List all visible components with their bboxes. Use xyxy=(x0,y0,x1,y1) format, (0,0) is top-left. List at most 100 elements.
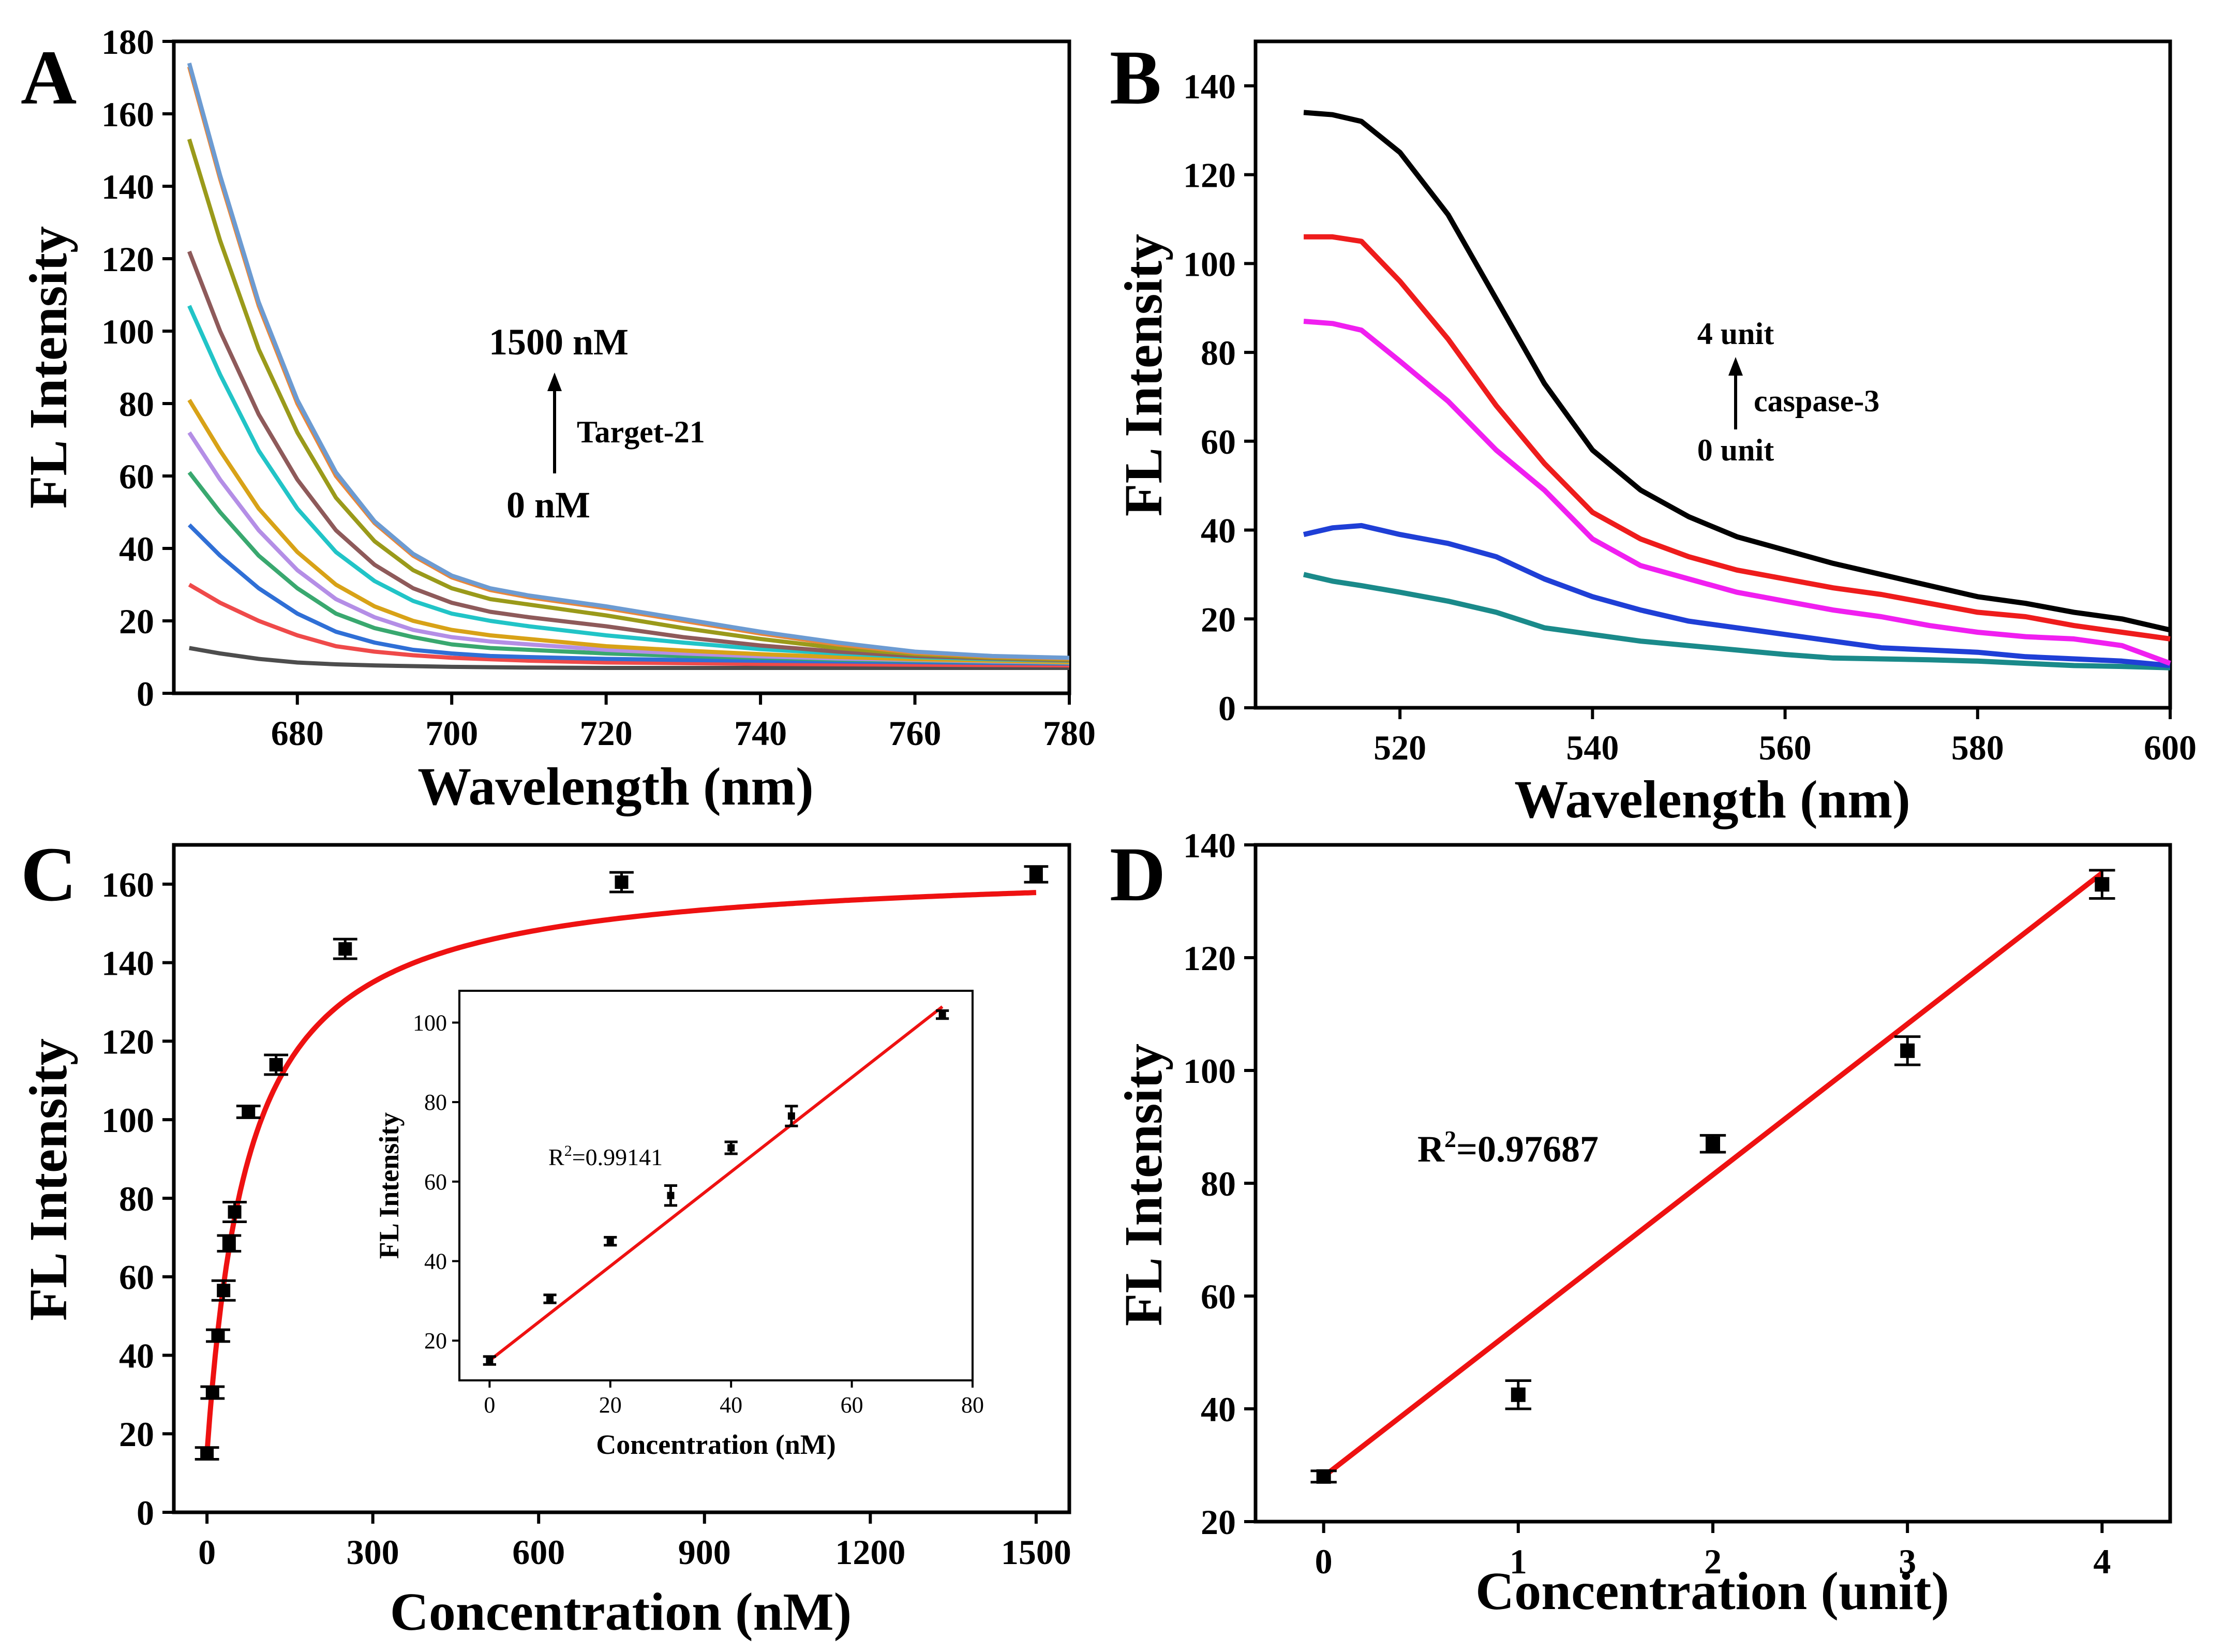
y-tick-label: 0 xyxy=(137,1493,154,1532)
y-tick-label: 140 xyxy=(101,944,154,983)
inset-data-point xyxy=(787,1112,795,1120)
inset-x-axis-label: Concentration (nM) xyxy=(596,1429,835,1460)
x-axis-label: Wavelength (nm) xyxy=(417,757,814,816)
r2-annotation: R2=0.97687 xyxy=(1417,1126,1599,1170)
y-tick-label: 160 xyxy=(101,865,154,904)
x-tick-label: 0 xyxy=(198,1532,216,1572)
data-point xyxy=(1511,1387,1526,1402)
spectrum-line-8 xyxy=(187,138,1070,662)
data-point xyxy=(269,1058,283,1071)
panel-A: 680 700 720 740 760 780 0 20 40 60 80 100 120 140 160 1… xyxy=(19,22,1096,816)
y-tick-label: 100 xyxy=(101,1100,154,1140)
data-point xyxy=(1316,1469,1331,1484)
y-tick-label: 0 xyxy=(137,674,154,713)
inset-x-tick-label: 0 xyxy=(484,1392,495,1418)
y-tick-label: 40 xyxy=(119,1336,154,1375)
inset-fit-line xyxy=(488,1005,944,1362)
panel-C: 0 300 600 900 1200 1500020406080100120140160C… xyxy=(19,831,1071,1642)
y-tick-label: 20 xyxy=(1201,600,1236,639)
y-tick-label: 60 xyxy=(1201,1277,1236,1316)
y-tick-label: 100 xyxy=(1183,1051,1236,1091)
y-axis-label: FL Intensity xyxy=(19,226,78,509)
y-tick-label: 0 xyxy=(1218,689,1236,728)
inset-chart: 0 20 40 60 80 20 40 60 80 100 Concentration (nM) FL… xyxy=(374,990,984,1460)
inset-y-tick-label: 80 xyxy=(424,1090,447,1115)
x-tick-label: 0 xyxy=(1315,1542,1333,1581)
x-tick-label: 1 xyxy=(1510,1542,1527,1581)
y-tick-label: 120 xyxy=(101,1022,154,1061)
data-point xyxy=(228,1205,242,1219)
spectrum-line-1 xyxy=(1303,523,2171,668)
y-axis-label: FL Intensity xyxy=(1114,234,1173,516)
plot-frame xyxy=(172,843,1071,1514)
x-tick-label: 760 xyxy=(889,713,942,753)
data-point xyxy=(1029,867,1043,881)
y-tick-label: 40 xyxy=(119,529,154,569)
x-tick-label: 520 xyxy=(1373,728,1426,767)
annotation-bottom: 0 nM xyxy=(506,484,590,526)
x-tick-label: 600 xyxy=(2144,728,2197,767)
x-tick-label: 540 xyxy=(1566,728,1619,767)
spectrum-line-3 xyxy=(1304,234,2171,642)
inset-data-point xyxy=(606,1238,614,1245)
r2-value: =0.97687 xyxy=(1456,1128,1599,1170)
inset-r2-symbol: R xyxy=(548,1144,564,1170)
panel-letter: B xyxy=(1110,35,1161,121)
x-tick-label: 1500 xyxy=(1001,1532,1071,1572)
inset-y-tick-label: 20 xyxy=(424,1328,447,1353)
y-tick-label: 140 xyxy=(1183,826,1236,865)
y-tick-label: 80 xyxy=(1201,333,1236,373)
y-tick-label: 100 xyxy=(1183,244,1236,284)
x-tick-label: 900 xyxy=(678,1532,731,1572)
spectrum-line-1 xyxy=(188,583,1070,668)
x-tick-label: 4 xyxy=(2093,1542,2111,1581)
x-tick-label: 580 xyxy=(1951,728,2004,767)
spectrum-line-2 xyxy=(1303,319,2171,666)
inset-data-point xyxy=(727,1144,735,1152)
fit-curve xyxy=(204,890,1037,1454)
y-tick-label: 80 xyxy=(1201,1164,1236,1203)
inset-frame xyxy=(458,990,974,1381)
data-point xyxy=(222,1237,236,1251)
x-tick-label: 2 xyxy=(1704,1542,1722,1581)
spectrum-line-4 xyxy=(1303,110,2171,633)
data-point xyxy=(1706,1136,1720,1151)
inset-y-tick-label: 100 xyxy=(413,1010,447,1035)
data-point xyxy=(242,1105,256,1119)
x-tick-label: 740 xyxy=(734,713,787,753)
inset-x-tick-label: 20 xyxy=(599,1392,622,1418)
y-tick-label: 40 xyxy=(1201,1390,1236,1429)
inset-data-point xyxy=(486,1357,494,1364)
inset-r2-annotation: R2=0.99141 xyxy=(548,1142,663,1170)
data-point xyxy=(211,1329,225,1343)
spectrum-line-5 xyxy=(187,398,1070,664)
inset-r2-superscript: 2 xyxy=(564,1142,572,1159)
y-tick-label: 20 xyxy=(119,1415,154,1454)
data-point xyxy=(200,1447,214,1461)
panel-letter: C xyxy=(21,831,77,917)
y-tick-label: 60 xyxy=(119,1258,154,1297)
inset-x-tick-label: 40 xyxy=(720,1392,742,1418)
x-tick-label: 680 xyxy=(271,713,324,753)
y-axis-label: FL Intensity xyxy=(1114,1044,1173,1326)
inset-data-point xyxy=(938,1011,946,1019)
inset-r2-value: =0.99141 xyxy=(572,1144,663,1170)
inset-x-tick-label: 60 xyxy=(841,1392,863,1418)
y-tick-label: 120 xyxy=(1183,156,1236,195)
annotation-arrow-label: Target-21 xyxy=(577,415,705,449)
data-point xyxy=(1900,1043,1915,1058)
x-tick-label: 1200 xyxy=(835,1532,905,1572)
y-tick-label: 100 xyxy=(101,312,154,351)
panel-D: 0 1 2 3 4 20 40 60 80 100 120 140 D FL Intensity Conce… xyxy=(1110,826,2172,1621)
annotation-bottom: 0 unit xyxy=(1697,433,1774,467)
y-tick-label: 180 xyxy=(101,22,154,62)
x-tick-label: 3 xyxy=(1899,1542,1916,1581)
annotation-arrow-label: caspase-3 xyxy=(1754,384,1879,418)
x-tick-label: 600 xyxy=(512,1532,565,1572)
spectrum-line-6 xyxy=(187,305,1070,663)
spectrum-line-10 xyxy=(187,62,1070,660)
y-tick-label: 60 xyxy=(1201,422,1236,462)
inset-data-point xyxy=(546,1295,554,1303)
x-tick-label: 300 xyxy=(347,1532,399,1572)
